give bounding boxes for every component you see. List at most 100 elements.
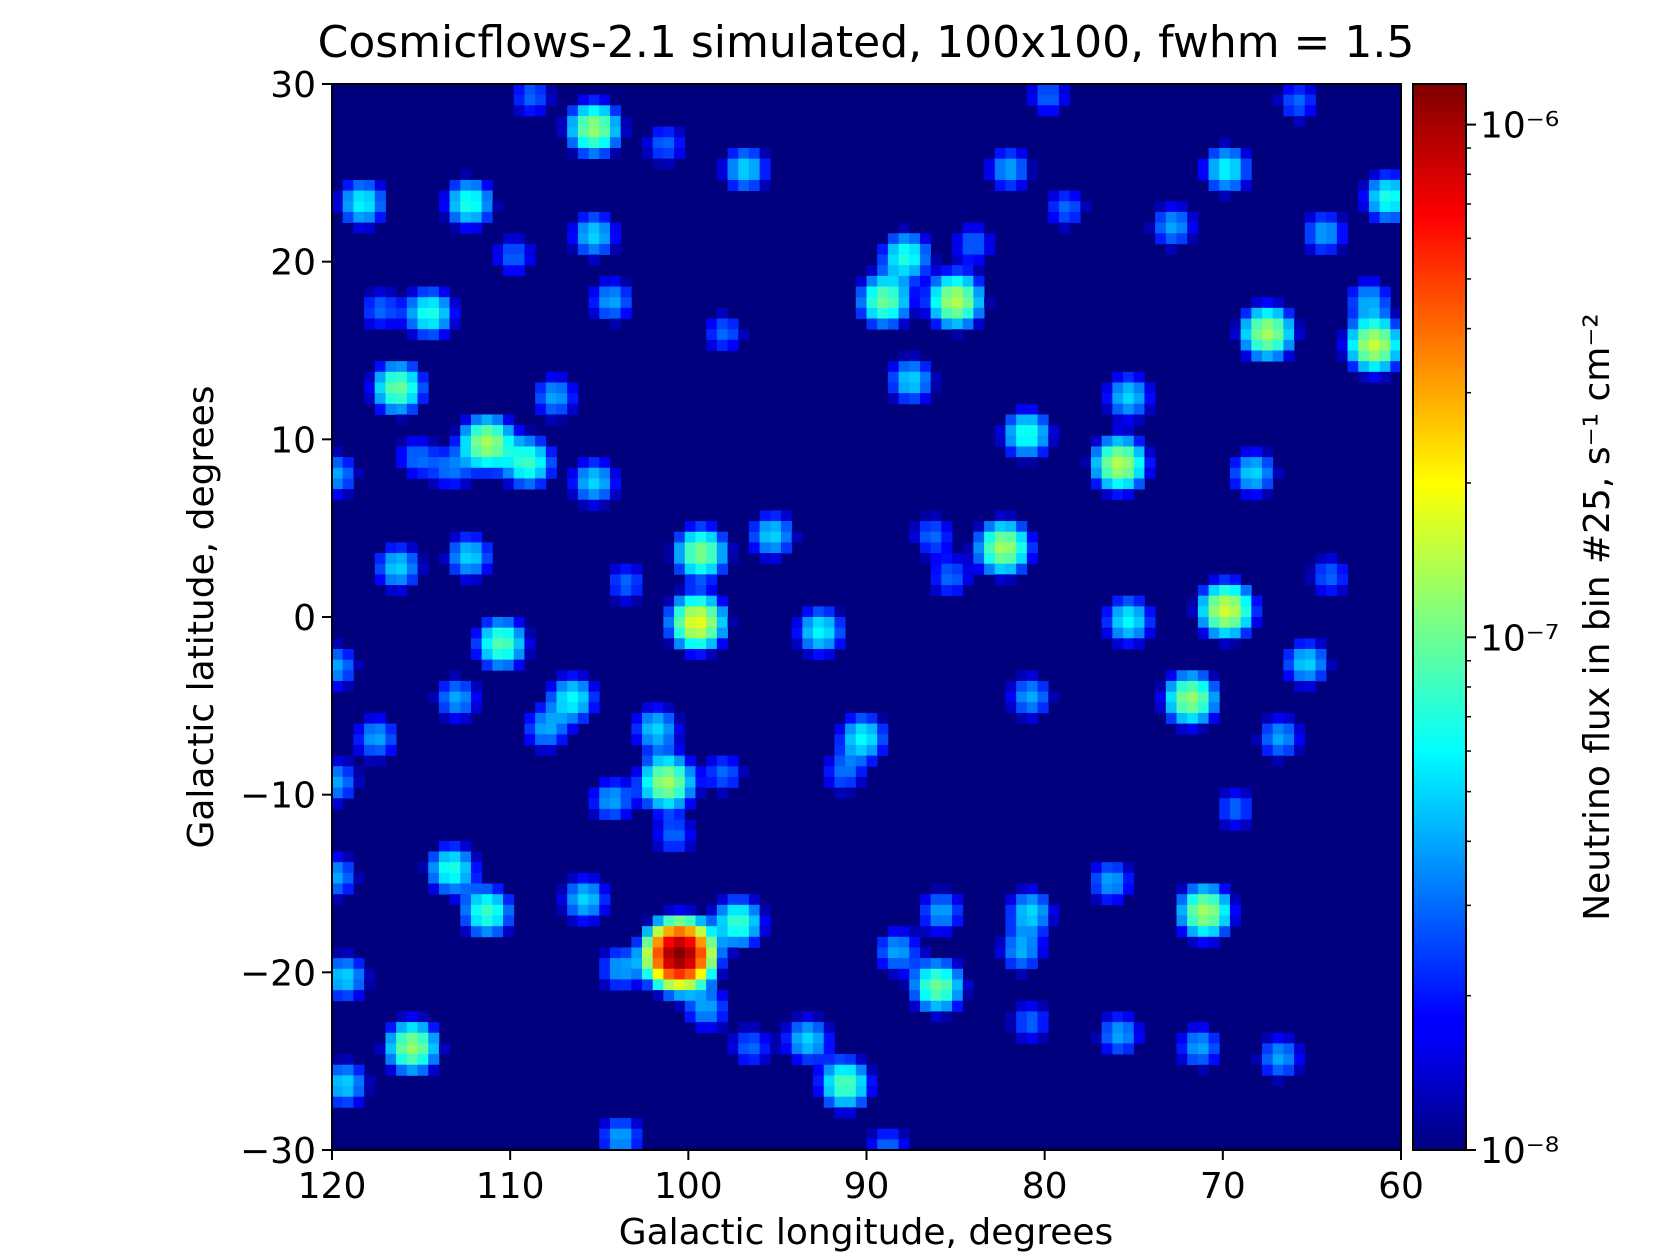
heatmap-cell bbox=[941, 926, 953, 938]
heatmap-cell bbox=[919, 510, 932, 522]
heatmap-cell bbox=[1294, 84, 1306, 96]
heatmap-cell bbox=[417, 393, 429, 405]
heatmap-cell bbox=[524, 648, 536, 661]
heatmap-cell bbox=[684, 627, 696, 639]
heatmap-cell bbox=[406, 553, 418, 565]
heatmap-cell bbox=[1272, 307, 1284, 319]
heatmap-cell bbox=[748, 915, 760, 927]
heatmap-cell bbox=[396, 435, 408, 447]
heatmap-cell bbox=[364, 393, 376, 405]
heatmap-cell bbox=[460, 542, 472, 554]
heatmap-cell bbox=[1058, 211, 1071, 223]
heatmap-cell bbox=[1304, 105, 1316, 117]
heatmap-cell bbox=[684, 638, 696, 650]
heatmap-cell bbox=[909, 926, 921, 938]
heatmap-cell bbox=[1026, 1022, 1038, 1034]
heatmap-cell bbox=[492, 425, 504, 437]
heatmap-cell bbox=[642, 702, 654, 714]
heatmap-cell bbox=[470, 190, 483, 202]
heatmap-cell bbox=[1390, 190, 1401, 202]
heatmap-cell bbox=[577, 478, 589, 490]
heatmap-cell bbox=[770, 531, 782, 543]
y-tick-label: −10 bbox=[240, 776, 316, 817]
heatmap-cell bbox=[1165, 243, 1177, 255]
heatmap-cell bbox=[631, 798, 643, 810]
colorbar-tick-label: 10⁻⁸ bbox=[1480, 1131, 1559, 1172]
heatmap-cell bbox=[930, 254, 942, 266]
heatmap-cell bbox=[1229, 318, 1242, 330]
heatmap-cell bbox=[887, 275, 899, 287]
heatmap-cell bbox=[791, 627, 803, 639]
heatmap-cell bbox=[1101, 1011, 1113, 1023]
heatmap-cell bbox=[716, 617, 728, 629]
heatmap-cell bbox=[887, 318, 899, 330]
heatmap-cell bbox=[1368, 339, 1381, 351]
heatmap-cell bbox=[919, 958, 932, 970]
heatmap-cell bbox=[898, 926, 910, 938]
heatmap-cell bbox=[759, 915, 771, 927]
heatmap-cell bbox=[1005, 553, 1017, 565]
heatmap-cell bbox=[1240, 798, 1252, 810]
heatmap-cell bbox=[406, 1043, 418, 1055]
x-tick-label: 70 bbox=[1200, 1166, 1246, 1207]
heatmap-cell bbox=[609, 105, 622, 117]
heatmap-cell bbox=[503, 446, 515, 458]
heatmap-cell bbox=[1336, 574, 1348, 586]
heatmap-cell bbox=[599, 478, 611, 490]
heatmap-cell bbox=[460, 553, 472, 565]
heatmap-cell bbox=[1026, 542, 1038, 554]
heatmap-cell bbox=[1294, 115, 1306, 128]
heatmap-cell bbox=[780, 521, 793, 533]
heatmap-cell bbox=[1294, 680, 1306, 693]
heatmap-cell bbox=[663, 723, 675, 735]
heatmap-cell bbox=[716, 755, 728, 767]
heatmap-cell bbox=[513, 435, 525, 447]
heatmap-cell bbox=[1026, 425, 1038, 437]
heatmap-cell bbox=[406, 307, 418, 319]
heatmap-cell bbox=[930, 553, 942, 565]
heatmap-cell bbox=[396, 1064, 408, 1076]
heatmap-cell bbox=[1133, 393, 1145, 405]
heatmap-cell bbox=[503, 233, 515, 245]
heatmap-cell bbox=[503, 425, 515, 437]
x-tick-label: 60 bbox=[1378, 1166, 1424, 1207]
heatmap-cell bbox=[524, 84, 536, 96]
heatmap-cell bbox=[1026, 926, 1038, 938]
heatmap-cell bbox=[1026, 403, 1038, 415]
heatmap-cell bbox=[866, 286, 878, 298]
heatmap-cell bbox=[898, 318, 910, 330]
heatmap-cell bbox=[556, 680, 568, 693]
heatmap-cell bbox=[716, 307, 728, 319]
heatmap-cell bbox=[1272, 94, 1284, 106]
heatmap-cell bbox=[396, 574, 408, 586]
heatmap-cell bbox=[663, 755, 675, 767]
heatmap-cell bbox=[1016, 1000, 1028, 1012]
heatmap-cell bbox=[364, 979, 376, 991]
heatmap-cell bbox=[994, 936, 1006, 948]
heatmap-cell bbox=[460, 851, 472, 863]
heatmap-cell bbox=[588, 680, 600, 693]
heatmap-cell bbox=[952, 968, 964, 980]
heatmap-cell bbox=[599, 94, 611, 106]
heatmap-cell bbox=[342, 872, 354, 884]
heatmap-cell bbox=[460, 862, 472, 874]
heatmap-cell bbox=[1379, 361, 1391, 373]
heatmap-cell bbox=[684, 531, 696, 543]
heatmap-cell bbox=[748, 542, 760, 554]
heatmap-cell bbox=[513, 446, 525, 458]
heatmap-cell bbox=[556, 702, 568, 714]
y-axis-label: Galactic latitude, degrees bbox=[181, 385, 222, 848]
heatmap-cell bbox=[577, 222, 589, 234]
heatmap-cell bbox=[973, 521, 985, 533]
heatmap-cell bbox=[1251, 1054, 1263, 1066]
heatmap-cell bbox=[952, 958, 964, 970]
heatmap-cell bbox=[791, 1043, 803, 1055]
heatmap-cell bbox=[1208, 158, 1220, 170]
heatmap-cell bbox=[1112, 446, 1124, 458]
heatmap-cell bbox=[609, 1118, 622, 1130]
heatmap-cell bbox=[962, 243, 974, 255]
heatmap-cell bbox=[556, 393, 568, 405]
heatmap-cell bbox=[748, 1043, 760, 1055]
heatmap-cell bbox=[727, 936, 739, 948]
heatmap-cell bbox=[1101, 489, 1113, 501]
